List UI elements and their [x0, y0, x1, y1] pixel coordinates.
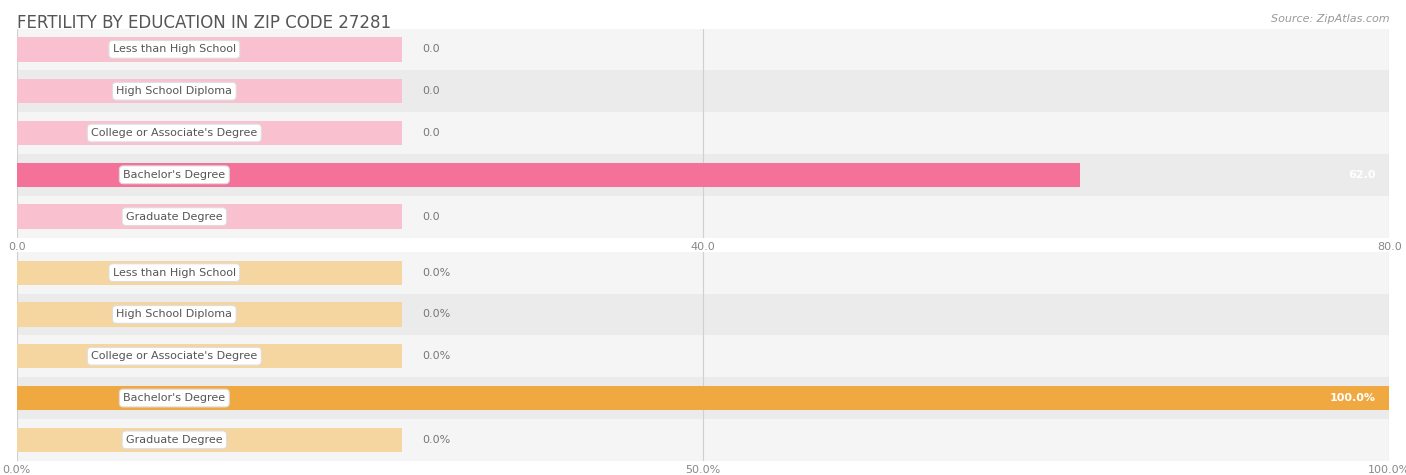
- Bar: [17, 428, 402, 452]
- Bar: [17, 302, 402, 327]
- Bar: [17, 260, 402, 285]
- Bar: [17, 162, 1080, 187]
- Text: Less than High School: Less than High School: [112, 44, 236, 55]
- Text: Source: ZipAtlas.com: Source: ZipAtlas.com: [1271, 14, 1389, 24]
- Bar: [17, 79, 402, 104]
- Text: FERTILITY BY EDUCATION IN ZIP CODE 27281: FERTILITY BY EDUCATION IN ZIP CODE 27281: [17, 14, 391, 32]
- Text: Less than High School: Less than High School: [112, 267, 236, 278]
- Bar: [17, 419, 1389, 461]
- Bar: [17, 294, 1389, 335]
- Bar: [17, 344, 402, 369]
- Bar: [17, 204, 402, 229]
- Bar: [17, 377, 1389, 419]
- Text: 0.0: 0.0: [422, 128, 440, 138]
- Text: College or Associate's Degree: College or Associate's Degree: [91, 128, 257, 138]
- Bar: [17, 252, 1389, 294]
- Text: 0.0: 0.0: [422, 86, 440, 96]
- Text: Graduate Degree: Graduate Degree: [127, 211, 222, 222]
- Bar: [17, 335, 1389, 377]
- Text: High School Diploma: High School Diploma: [117, 309, 232, 320]
- Text: 0.0: 0.0: [422, 44, 440, 55]
- Bar: [17, 196, 1389, 238]
- Text: High School Diploma: High School Diploma: [117, 86, 232, 96]
- Bar: [17, 386, 402, 410]
- Bar: [17, 154, 1389, 196]
- Bar: [17, 386, 1389, 410]
- Text: 100.0%: 100.0%: [1330, 393, 1375, 403]
- Text: 62.0: 62.0: [1348, 170, 1375, 180]
- Text: Bachelor's Degree: Bachelor's Degree: [124, 170, 225, 180]
- Text: College or Associate's Degree: College or Associate's Degree: [91, 351, 257, 361]
- Bar: [17, 37, 402, 62]
- Text: 0.0%: 0.0%: [422, 267, 451, 278]
- Text: Bachelor's Degree: Bachelor's Degree: [124, 393, 225, 403]
- Text: 0.0: 0.0: [422, 211, 440, 222]
- Bar: [17, 162, 402, 187]
- Text: 0.0%: 0.0%: [422, 309, 451, 320]
- Text: 0.0%: 0.0%: [422, 435, 451, 445]
- Text: 0.0%: 0.0%: [422, 351, 451, 361]
- Bar: [17, 121, 402, 145]
- Bar: [17, 28, 1389, 70]
- Text: Graduate Degree: Graduate Degree: [127, 435, 222, 445]
- Bar: [17, 70, 1389, 112]
- Bar: [17, 112, 1389, 154]
